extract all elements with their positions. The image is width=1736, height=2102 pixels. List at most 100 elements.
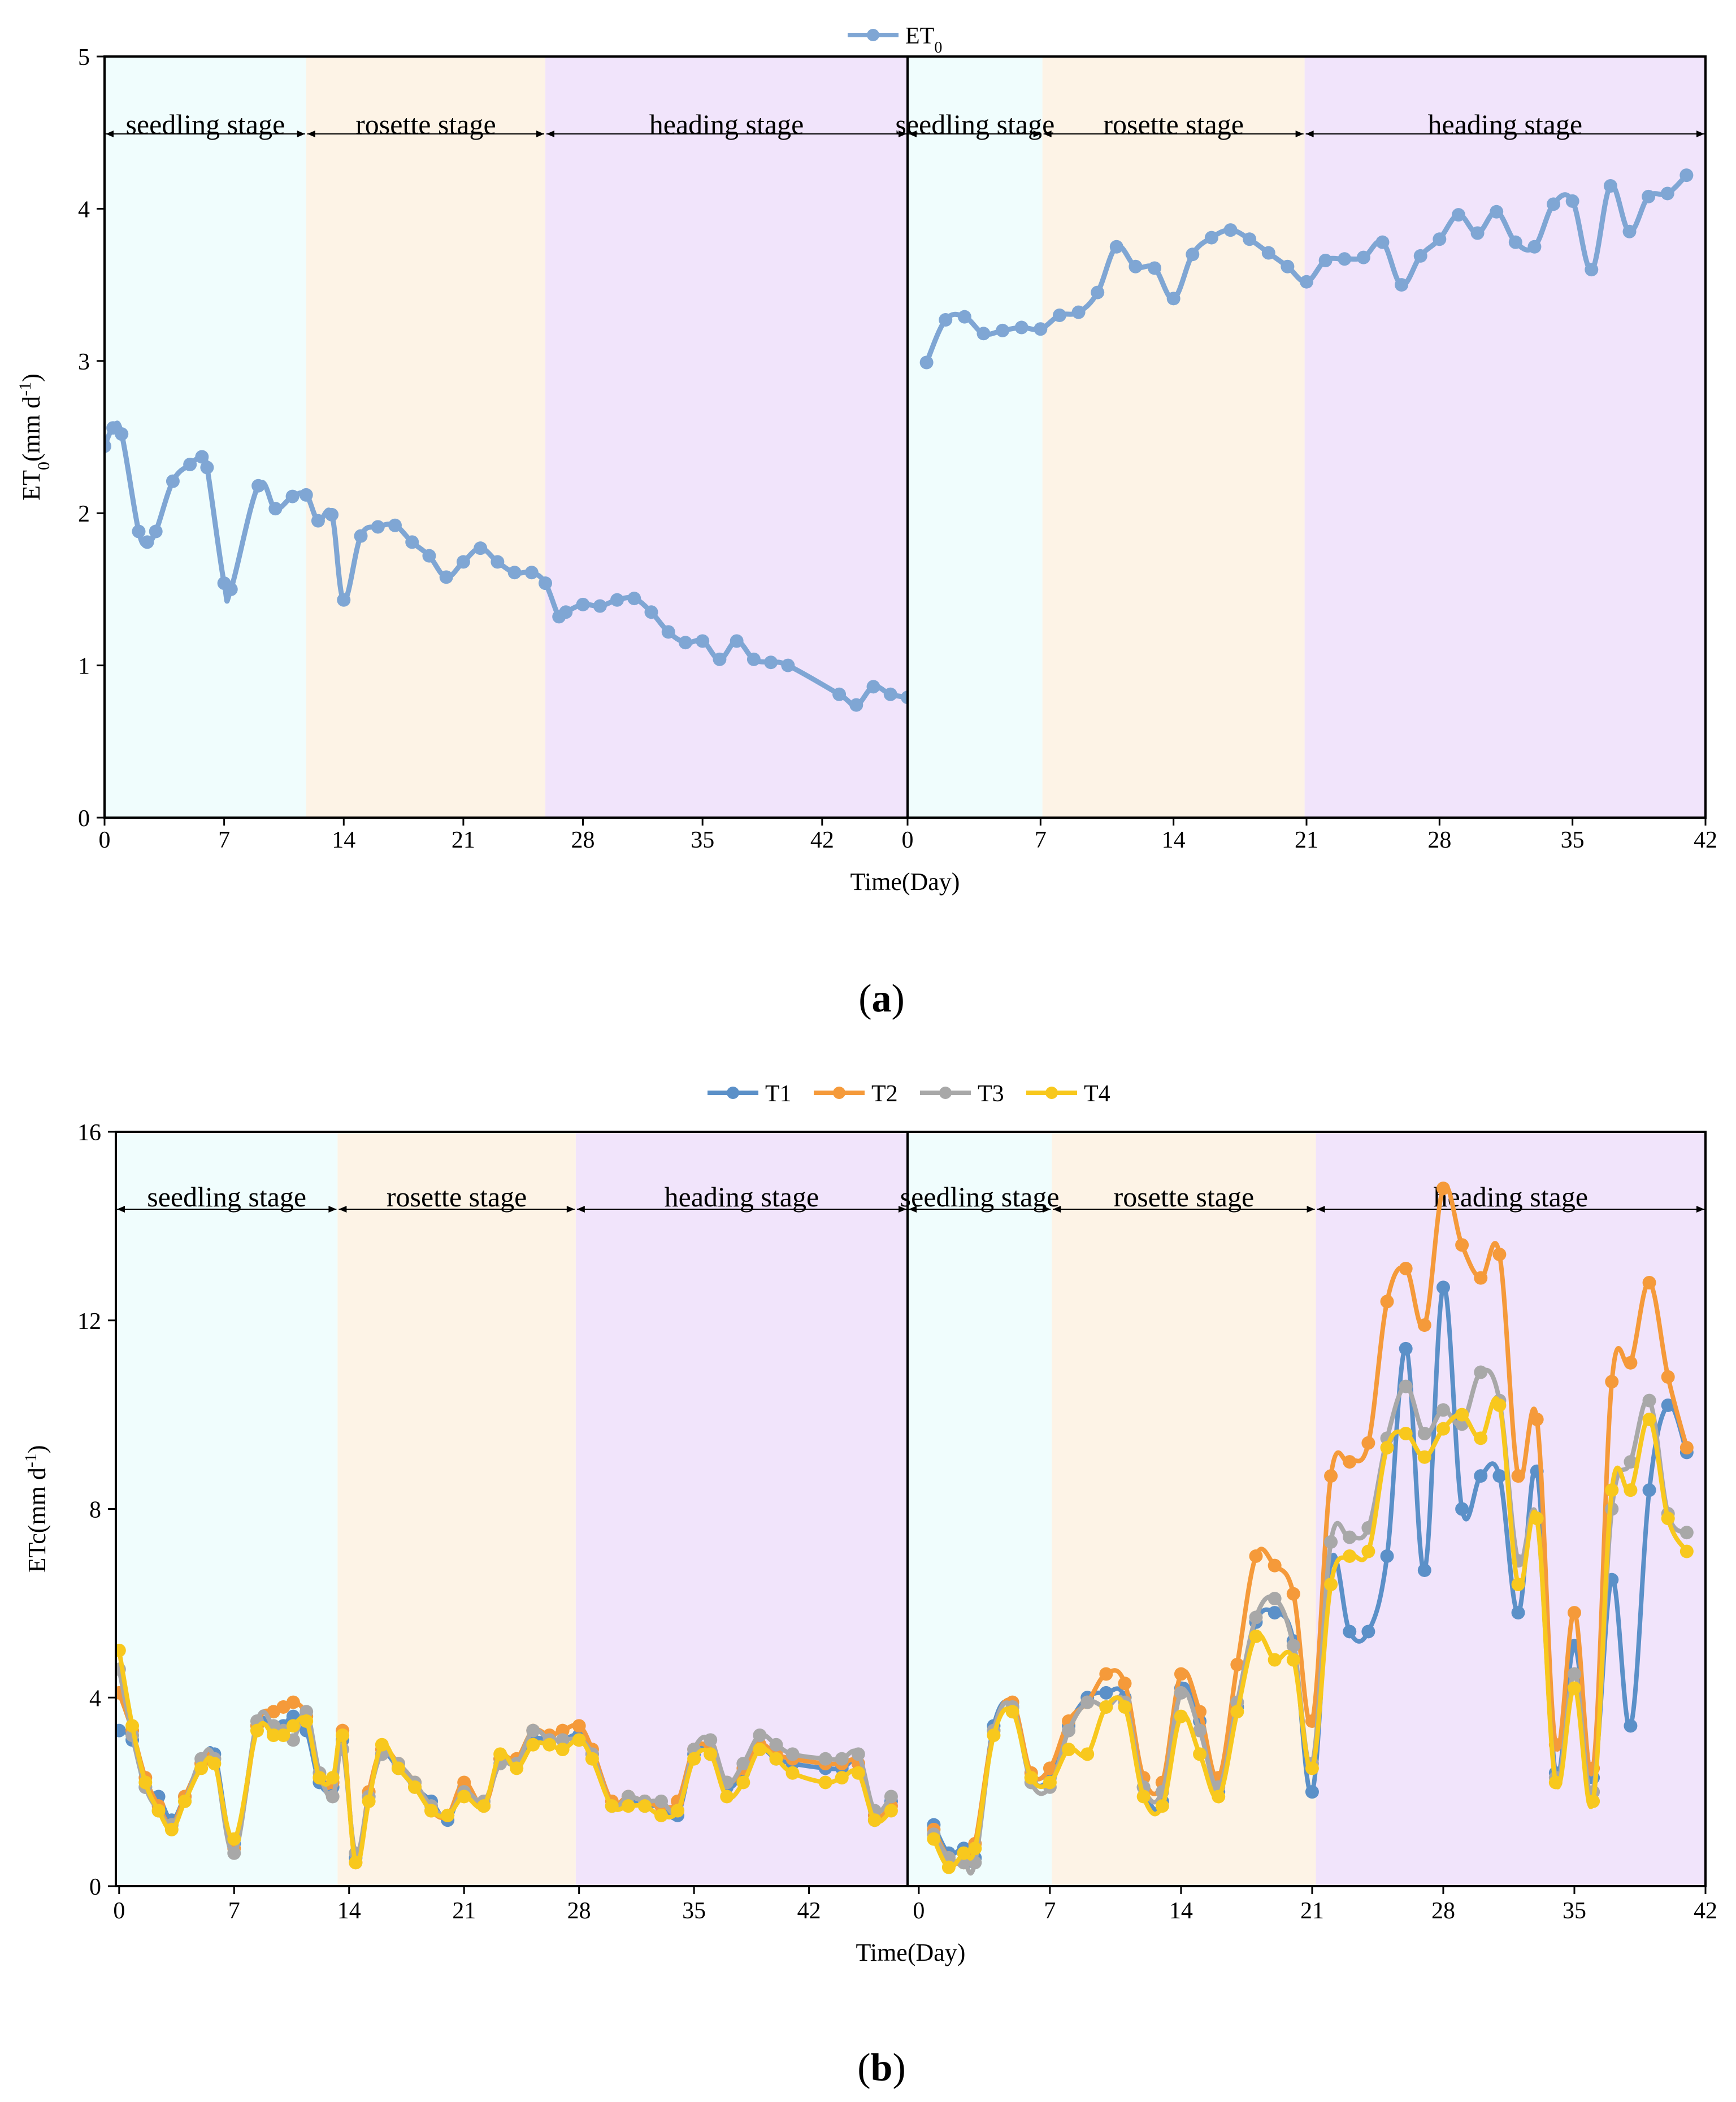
data-point-ET0: [1565, 194, 1579, 208]
data-point-ET0: [1071, 305, 1086, 319]
stage-label: heading stage: [649, 108, 804, 140]
legend: T1 T2 T3 T4: [708, 1081, 1110, 1107]
panel-left: seedling stage rosette stage heading stage…: [113, 1132, 908, 1924]
stage-arrow-head: [1295, 131, 1304, 137]
data-point-T4: [785, 1766, 800, 1780]
data-point-T1: [1642, 1483, 1656, 1497]
data-point-T1: [1380, 1549, 1394, 1563]
data-point-ET0: [491, 555, 505, 569]
y-tick-label: 0: [89, 1874, 101, 1900]
data-point-ET0: [1223, 223, 1238, 237]
data-point-T1: [1099, 1686, 1113, 1700]
data-point-ET0: [474, 541, 488, 555]
stage-arrow-head: [899, 1206, 906, 1213]
data-point-ET0: [901, 690, 908, 705]
panel-right: seedling stage rosette stage heading stage…: [895, 57, 1717, 853]
chart-b: seedling stage rosette stage heading stage…: [21, 1081, 1718, 2090]
data-point-T1: [1268, 1606, 1282, 1620]
legend-swatch-marker: [1045, 1087, 1058, 1099]
data-point-ET0: [747, 652, 761, 666]
data-point-T4: [1380, 1441, 1394, 1455]
stage-arrow-head: [117, 1206, 125, 1213]
data-point-T4: [736, 1775, 750, 1790]
data-point-ET0: [371, 520, 385, 534]
data-point-T3: [736, 1757, 750, 1771]
x-tick-label: 0: [913, 1898, 925, 1924]
data-point-T2: [457, 1775, 471, 1790]
data-point-ET0: [730, 634, 744, 648]
data-point-T4: [510, 1761, 524, 1775]
data-point-T2: [1474, 1271, 1488, 1285]
stage-arrow-head: [1043, 1206, 1051, 1213]
x-tick-label: 14: [1162, 827, 1186, 853]
data-point-T4: [769, 1752, 783, 1766]
y-tick-label: 1: [78, 654, 90, 680]
data-point-T3: [555, 1733, 570, 1747]
x-tick-label: 42: [1694, 827, 1717, 853]
data-point-T4: [441, 1808, 455, 1822]
data-point-ET0: [996, 323, 1010, 337]
data-point-T4: [818, 1775, 832, 1790]
stage-arrow-head: [1043, 131, 1052, 137]
data-point-T4: [1286, 1653, 1300, 1667]
data-point-ET0: [849, 698, 863, 712]
stage-label: rosette stage: [387, 1181, 527, 1213]
data-point-T4: [1492, 1398, 1507, 1412]
data-point-T2: [1492, 1247, 1507, 1261]
data-point-T2: [1605, 1375, 1619, 1389]
data-point-T2: [1361, 1436, 1375, 1450]
x-tick-label: 35: [682, 1898, 706, 1924]
data-point-ET0: [1547, 197, 1561, 211]
data-point-T3: [1567, 1667, 1581, 1681]
stage-label: rosette stage: [1114, 1181, 1255, 1213]
data-point-ET0: [644, 605, 658, 619]
data-point-T3: [1249, 1610, 1263, 1625]
data-point-T1: [1455, 1502, 1469, 1516]
x-axis-label: Time(Day): [856, 1939, 966, 1966]
data-point-T4: [1005, 1705, 1019, 1719]
data-point-T2: [1324, 1469, 1338, 1483]
legend: ET0: [848, 23, 942, 57]
stage-arrow-head: [1305, 131, 1314, 137]
data-point-T4: [1099, 1700, 1113, 1714]
data-point-T2: [1642, 1276, 1656, 1289]
data-point-T3: [326, 1790, 340, 1804]
y-tick-label: 4: [78, 197, 90, 223]
legend-label: T1: [765, 1081, 792, 1107]
data-point-ET0: [388, 518, 402, 532]
data-point-T4: [1624, 1483, 1638, 1497]
data-point-T2: [1174, 1667, 1188, 1681]
stage-label: rosette stage: [1103, 108, 1244, 140]
x-tick-label: 42: [797, 1898, 821, 1924]
stage-label: heading stage: [1428, 108, 1583, 140]
stage-arrow-head: [1696, 1206, 1704, 1213]
data-point-T4: [1661, 1512, 1675, 1526]
data-point-T4: [116, 1643, 126, 1657]
data-point-ET0: [1148, 261, 1162, 275]
data-point-T3: [654, 1794, 669, 1808]
data-point-ET0: [1281, 259, 1295, 273]
x-tick-label: 21: [1295, 827, 1318, 853]
data-point-T4: [1193, 1747, 1207, 1761]
data-point-T2: [1399, 1261, 1413, 1275]
data-point-T2: [1511, 1469, 1525, 1483]
stage-arrow-head: [1317, 1206, 1325, 1213]
data-point-T4: [151, 1804, 166, 1818]
data-point-T4: [957, 1846, 971, 1860]
data-point-T1: [1343, 1625, 1357, 1639]
data-point-ET0: [132, 524, 146, 538]
data-point-T4: [300, 1714, 314, 1728]
panel-right: seedling stage rosette stage heading stage…: [900, 1132, 1717, 1924]
chart-a: seedling stage rosette stage heading stage…: [16, 23, 1718, 1020]
data-point-T1: [1361, 1625, 1375, 1639]
data-point-T3: [1679, 1526, 1694, 1540]
data-point-ET0: [183, 457, 197, 471]
data-point-T4: [408, 1780, 422, 1794]
stage-arrow-head: [546, 131, 555, 137]
data-point-T4: [555, 1743, 570, 1757]
data-point-T4: [941, 1860, 956, 1874]
data-point-ET0: [539, 576, 553, 590]
data-point-T4: [1249, 1629, 1263, 1643]
x-tick-label: 35: [1561, 827, 1585, 853]
x-tick-label: 0: [99, 827, 111, 853]
